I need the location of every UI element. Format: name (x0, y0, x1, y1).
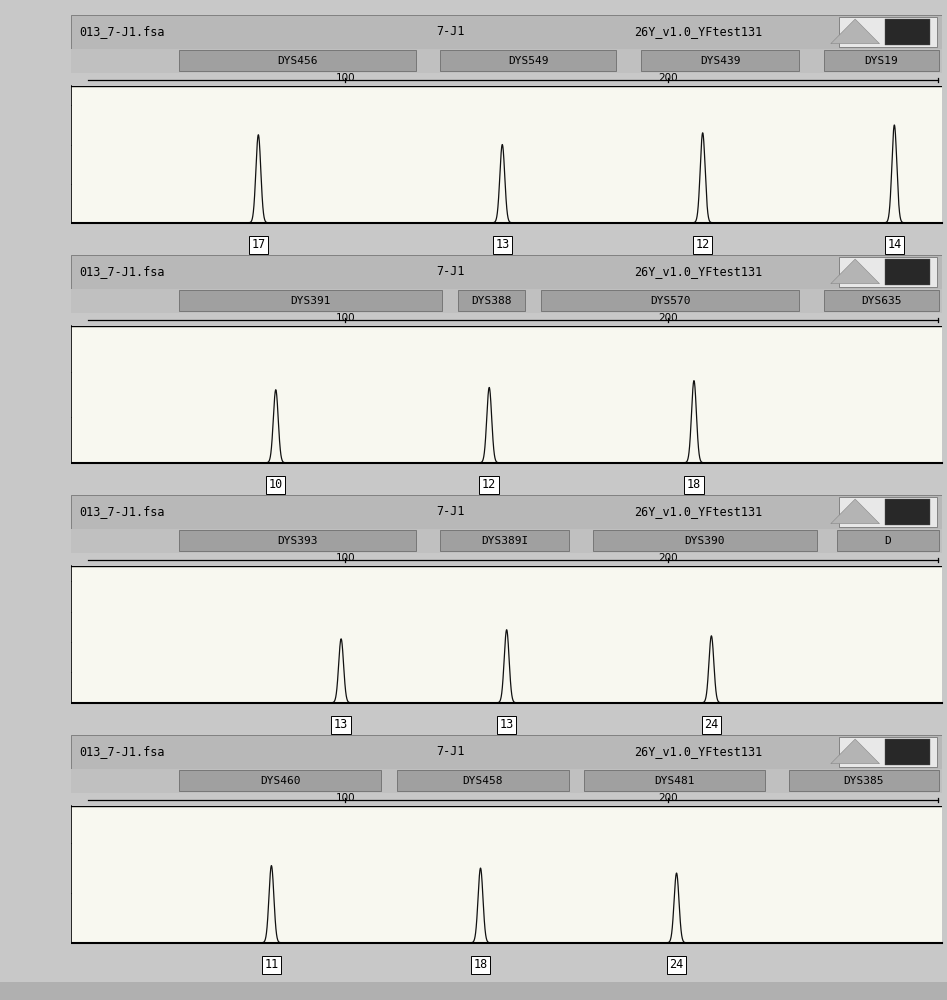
Bar (884, 19, 930, 45)
Text: 17: 17 (251, 238, 265, 251)
Text: 13: 13 (495, 238, 509, 251)
Text: 7-J1: 7-J1 (436, 265, 464, 278)
Text: 013_7-J1.fsa: 013_7-J1.fsa (80, 505, 165, 518)
Text: DYS481: DYS481 (654, 776, 694, 786)
Text: DYS458: DYS458 (462, 776, 503, 786)
Text: 013_7-J1.fsa: 013_7-J1.fsa (80, 745, 165, 758)
Text: 7-J1: 7-J1 (436, 745, 464, 758)
Bar (824, 290, 938, 311)
Text: 013_7-J1.fsa: 013_7-J1.fsa (80, 25, 165, 38)
Text: 14: 14 (887, 238, 902, 251)
Bar (839, 17, 937, 47)
Text: DYS393: DYS393 (277, 536, 318, 546)
Text: DYS389I: DYS389I (481, 536, 528, 546)
Text: DYS439: DYS439 (700, 56, 741, 66)
Bar (440, 50, 616, 71)
Text: 24: 24 (705, 718, 719, 731)
Text: 200: 200 (658, 553, 678, 563)
Text: 100: 100 (335, 553, 355, 563)
Text: 26Y_v1.0_YFtest131: 26Y_v1.0_YFtest131 (634, 25, 762, 38)
Text: DYS391: DYS391 (291, 296, 331, 306)
Polygon shape (831, 739, 880, 764)
Polygon shape (831, 19, 880, 44)
Bar (824, 50, 938, 71)
Bar (440, 530, 568, 551)
Text: DYS635: DYS635 (861, 296, 902, 306)
Bar (839, 737, 937, 767)
Text: 10: 10 (269, 478, 283, 491)
Bar (179, 50, 416, 71)
Bar (584, 770, 764, 791)
Bar (839, 497, 937, 527)
Text: 200: 200 (658, 313, 678, 323)
Bar (179, 290, 442, 311)
Text: 013_7-J1.fsa: 013_7-J1.fsa (80, 265, 165, 278)
Text: 11: 11 (264, 958, 278, 971)
Text: 200: 200 (658, 793, 678, 803)
Text: 100: 100 (335, 73, 355, 83)
Bar (789, 770, 938, 791)
Bar (179, 530, 416, 551)
Text: 18: 18 (474, 958, 488, 971)
Bar (884, 739, 930, 765)
Bar (593, 530, 817, 551)
Text: DYS390: DYS390 (685, 536, 725, 546)
Text: 26Y_v1.0_YFtest131: 26Y_v1.0_YFtest131 (634, 505, 762, 518)
Text: 12: 12 (695, 238, 710, 251)
Text: 18: 18 (687, 478, 701, 491)
Polygon shape (831, 259, 880, 284)
Text: DYS549: DYS549 (509, 56, 548, 66)
Bar (641, 50, 799, 71)
Text: DYS388: DYS388 (472, 296, 511, 306)
Text: 7-J1: 7-J1 (436, 25, 464, 38)
Text: DYS456: DYS456 (277, 56, 318, 66)
Bar (884, 259, 930, 285)
Text: D: D (884, 536, 891, 546)
Text: DYS19: DYS19 (865, 56, 898, 66)
Text: 200: 200 (658, 73, 678, 83)
Text: DYS460: DYS460 (259, 776, 300, 786)
Text: 13: 13 (499, 718, 514, 731)
Text: DYS385: DYS385 (844, 776, 884, 786)
Bar (179, 770, 382, 791)
Bar (837, 530, 938, 551)
Text: 13: 13 (334, 718, 348, 731)
Text: 12: 12 (482, 478, 496, 491)
Bar (839, 257, 937, 287)
Text: 100: 100 (335, 793, 355, 803)
Bar (541, 290, 799, 311)
Bar (457, 290, 525, 311)
Text: DYS570: DYS570 (650, 296, 690, 306)
Bar (397, 770, 568, 791)
Bar (884, 499, 930, 525)
Text: 100: 100 (335, 313, 355, 323)
Text: 7-J1: 7-J1 (436, 505, 464, 518)
Polygon shape (831, 499, 880, 524)
Text: 24: 24 (670, 958, 684, 971)
Text: 26Y_v1.0_YFtest131: 26Y_v1.0_YFtest131 (634, 265, 762, 278)
Text: 26Y_v1.0_YFtest131: 26Y_v1.0_YFtest131 (634, 745, 762, 758)
